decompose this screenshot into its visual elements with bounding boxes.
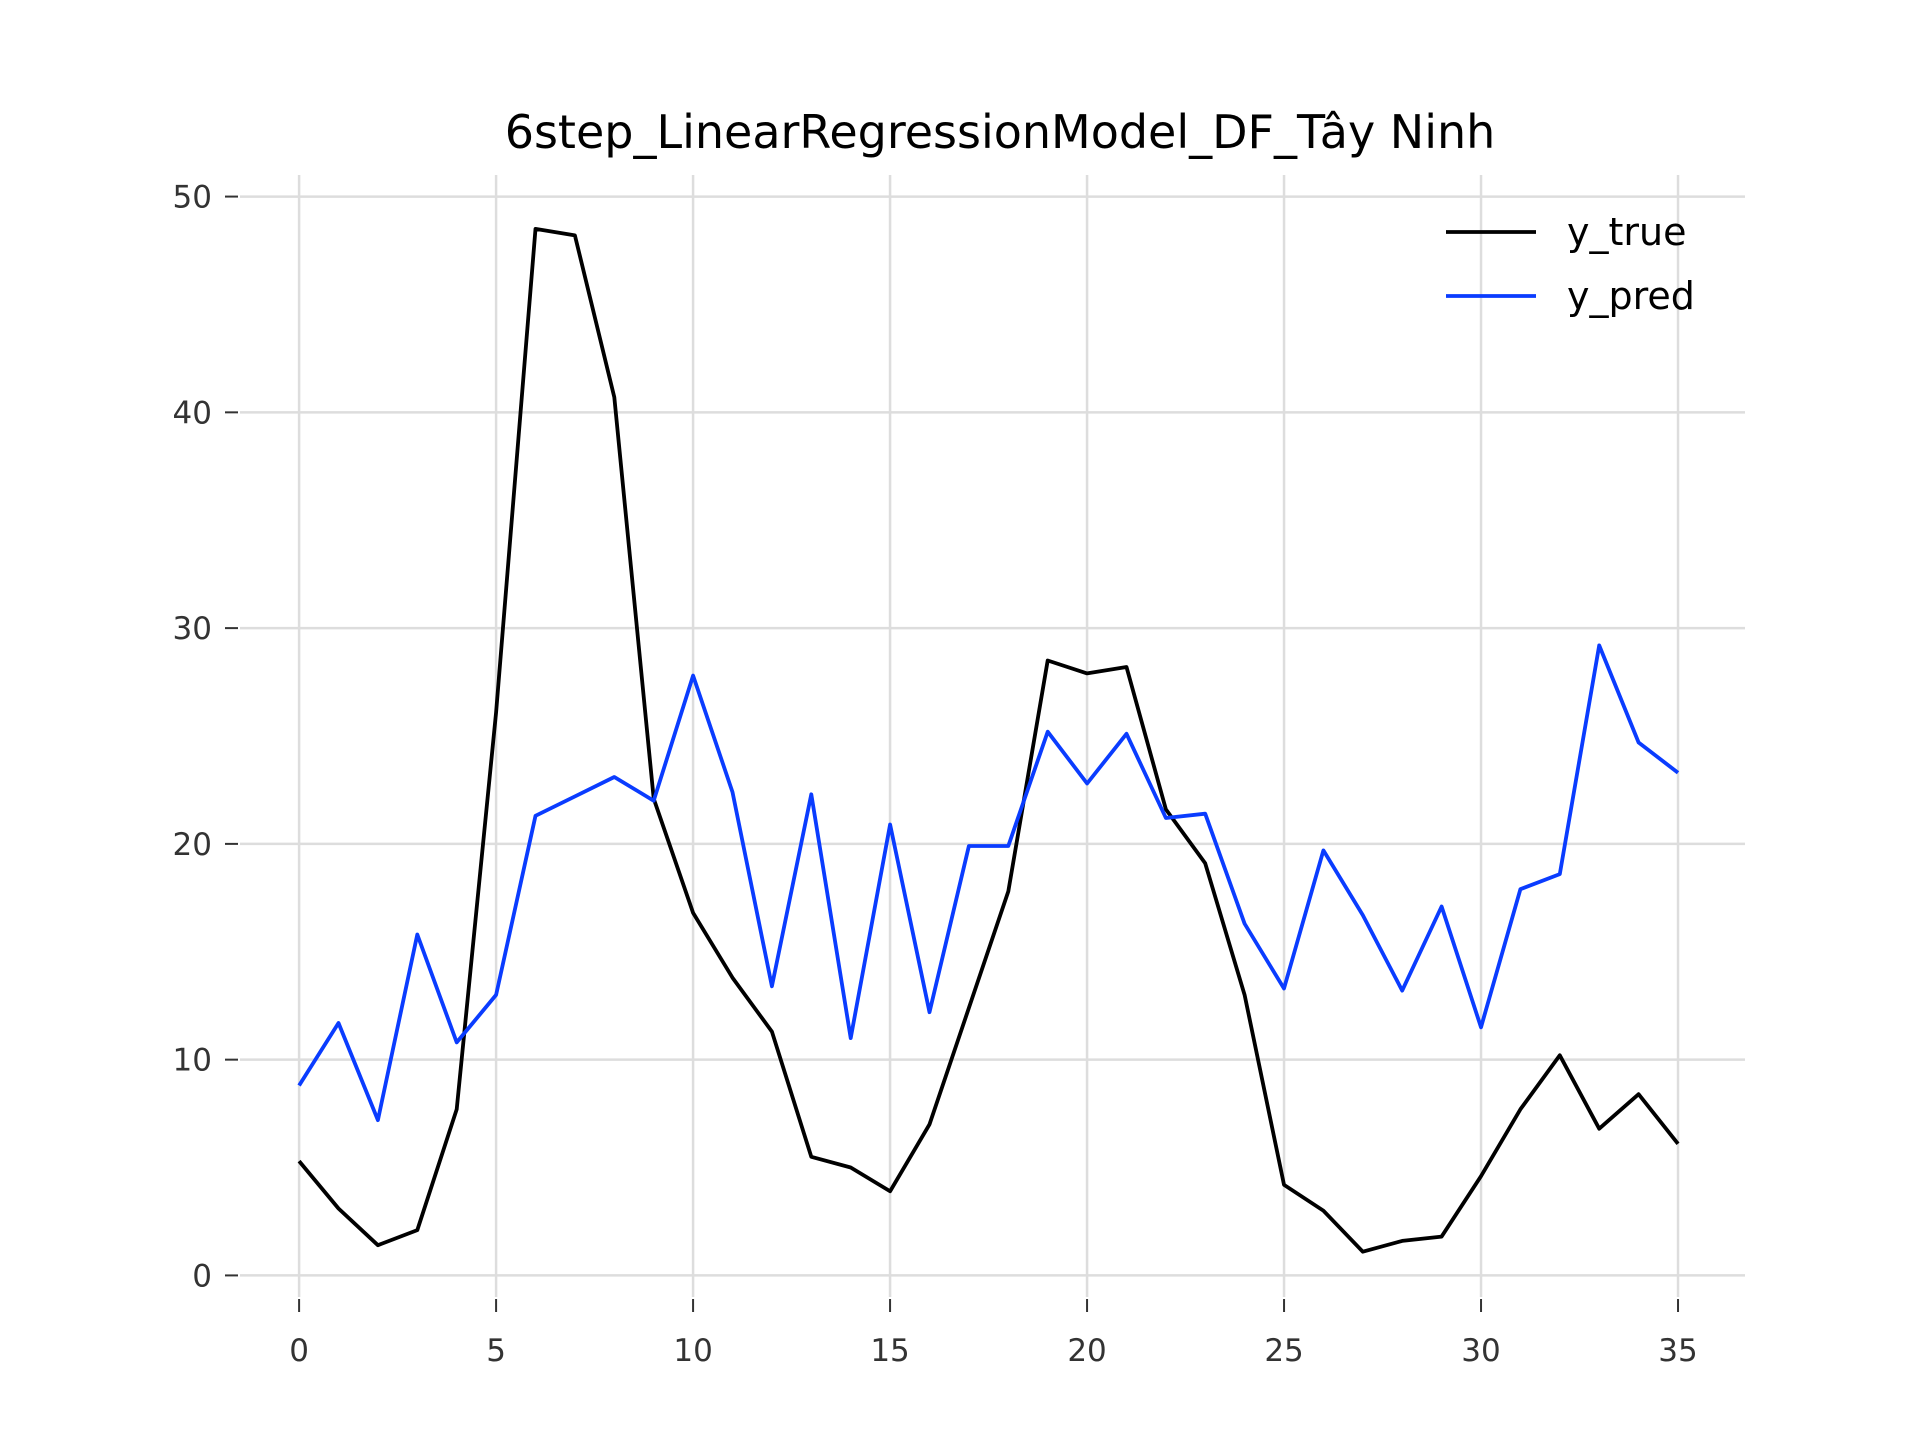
y-tick-label: 40 (173, 395, 212, 431)
y-tick-label: 30 (173, 611, 212, 647)
x-tick-label: 10 (673, 1333, 712, 1369)
series-line-y-pred (297, 643, 1680, 1122)
y-tick-label: 0 (192, 1258, 212, 1294)
x-tick-label: 35 (1658, 1333, 1697, 1369)
x-tick-label: 25 (1264, 1333, 1303, 1369)
plot-area (297, 226, 1680, 1254)
grid (240, 175, 1745, 1297)
y-tick-label: 20 (173, 827, 212, 863)
x-tick-label: 5 (486, 1333, 506, 1369)
x-tick-label: 0 (289, 1333, 309, 1369)
x-tick-label: 15 (870, 1333, 909, 1369)
series-line-y-true (297, 226, 1680, 1254)
axis-ticks: 0 10 20 30 40 50 0 5 10 15 20 25 30 35 (173, 180, 1698, 1369)
chart-title: 6step_LinearRegressionModel_DF_Tây Ninh (505, 105, 1496, 159)
legend-label-y-pred: y_pred (1567, 274, 1695, 318)
y-tick-label: 10 (173, 1043, 212, 1079)
y-tick-label: 50 (173, 180, 212, 216)
legend-label-y-true: y_true (1567, 210, 1686, 254)
x-tick-label: 30 (1461, 1333, 1500, 1369)
legend: y_true y_pred (1446, 210, 1695, 318)
x-tick-label: 20 (1067, 1333, 1106, 1369)
